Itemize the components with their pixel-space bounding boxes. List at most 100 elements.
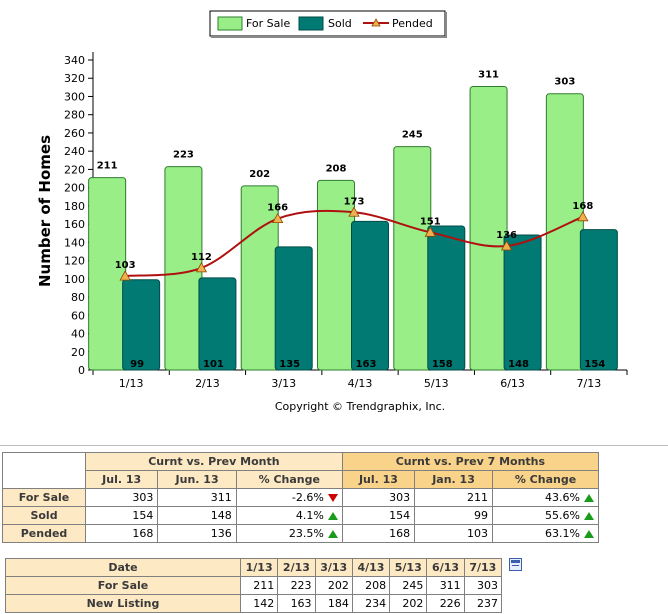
cell-jan: 211: [414, 488, 493, 507]
legend-box: [209, 10, 446, 37]
sold-value-label: 163: [356, 359, 377, 370]
group-header-prev-month: Curnt vs. Prev Month: [85, 452, 343, 471]
history-cell: 226: [426, 594, 465, 613]
pended-value-label: 166: [267, 203, 288, 214]
for-sale-value-label: 303: [554, 77, 575, 88]
comparison-row: For Sale 303 311 -2.6% 303 211 43.6%: [2, 488, 600, 507]
legend-label-for-sale: For Sale: [246, 17, 290, 30]
x-tick-label: 1/13: [119, 377, 144, 390]
y-tick-label: 120: [64, 255, 85, 268]
cell-jul: 303: [84, 488, 159, 507]
sold-value-label: 101: [203, 359, 224, 370]
x-tick-label: 2/13: [195, 377, 220, 390]
history-cell: 208: [351, 576, 391, 595]
cell-change-7-text: 43.6%: [545, 491, 580, 504]
for-sale-bar: [469, 85, 508, 371]
cell-change-7-text: 63.1%: [545, 527, 580, 540]
sold-bar: [198, 277, 237, 371]
for-sale-bar: [164, 166, 203, 371]
cell-jul-2-text: 154: [389, 509, 411, 522]
y-tick-label: 200: [64, 182, 85, 195]
arrow-up-icon: [584, 512, 594, 520]
x-tick-label: 4/13: [348, 377, 373, 390]
y-tick-label: 20: [71, 346, 85, 359]
cell-change-month-text: 23.5%: [288, 527, 324, 540]
x-tick-label: 7/13: [577, 377, 602, 390]
cell-jul-2: 154: [341, 506, 416, 525]
cell-jul: 154: [84, 506, 159, 525]
row-label-text: Sold: [30, 509, 58, 522]
copyright-text: Copyright © Trendgraphix, Inc.: [275, 400, 445, 413]
y-tick-label: 180: [64, 200, 85, 213]
for-sale-value-label: 311: [478, 69, 499, 80]
pended-marker: [119, 270, 131, 281]
sold-bar: [351, 220, 389, 371]
history-row: New Listing 142 163 184 234 202 226 237: [5, 594, 503, 613]
pended-line: [119, 206, 589, 281]
cell-jul-2: 168: [341, 524, 416, 543]
cell-change-month: -2.6%: [235, 488, 343, 507]
history-cell: 234: [351, 594, 391, 613]
pended-value-label: 151: [420, 216, 441, 227]
sold-value-label: 148: [508, 359, 529, 370]
cell-jul: 168: [84, 524, 159, 543]
row-label-text: For Sale: [18, 491, 70, 504]
cell-jun: 148: [157, 506, 237, 525]
table-export-icon[interactable]: [509, 558, 522, 571]
history-row: For Sale 211 223 202 208 245 311 303: [5, 576, 503, 595]
history-cell: 211: [239, 576, 279, 595]
y-tick-label: 100: [64, 273, 85, 286]
y-tick-label: 140: [64, 236, 85, 249]
data-labels: 211 223 202 208 245 311 303 99 101 135 163 158 148 15…: [97, 69, 606, 370]
y-tick-label: 0: [78, 364, 85, 377]
corner-cell: [2, 452, 86, 489]
y-tick-label: 260: [64, 127, 85, 140]
pended-marker: [577, 211, 589, 222]
cell-jan-text: 103: [466, 527, 488, 540]
legend-label-pended: Pended: [392, 17, 433, 30]
history-cell: 223: [277, 576, 316, 595]
cell-jul-text: 154: [132, 509, 154, 522]
legend-marker-pended: [371, 18, 381, 27]
arrow-up-icon: [327, 512, 338, 520]
y-axis-label: Number of Homes: [36, 135, 54, 287]
y-tick-label: 160: [64, 218, 85, 231]
row-label: Sold: [2, 506, 86, 525]
sold-bar: [122, 279, 161, 371]
group-header-prev-7: Curnt vs. Prev 7 Months: [341, 452, 600, 471]
cell-jan-text: 211: [466, 491, 488, 504]
history-cell: 163: [277, 594, 316, 613]
col-header-jan: Jan. 13: [414, 470, 493, 489]
sold-value-label: 135: [279, 359, 300, 370]
pended-value-label: 136: [496, 230, 517, 241]
date-column-header: 2/13: [277, 558, 316, 577]
y-tick-label: 40: [71, 328, 85, 341]
x-tick-label: 6/13: [500, 377, 525, 390]
cell-jan: 103: [414, 524, 493, 543]
history-cell: 142: [239, 594, 279, 613]
sold-bar: [427, 225, 466, 371]
divider: [0, 445, 668, 446]
cell-jun-text: 148: [210, 509, 232, 522]
legend-swatch-for-sale: [217, 16, 243, 31]
cell-change-7-text: 55.6%: [545, 509, 580, 522]
pended-marker: [424, 226, 436, 237]
date-column-header: 7/13: [463, 558, 503, 577]
cell-jun-text: 136: [210, 527, 232, 540]
history-cell: 184: [314, 594, 353, 613]
sold-value-label: 158: [432, 359, 453, 370]
date-column-header: 6/13: [426, 558, 465, 577]
cell-jan-text: 99: [473, 509, 488, 522]
legend-label-sold: Sold: [328, 17, 352, 30]
pended-marker: [348, 206, 360, 217]
pended-value-label: 112: [191, 252, 212, 263]
sold-bar: [274, 246, 313, 371]
comparison-row: Sold 154 148 4.1% 154 99 55.6%: [2, 506, 600, 525]
pended-value-label: 173: [344, 196, 365, 207]
date-column-header: 4/13: [351, 558, 391, 577]
for-sale-value-label: 208: [326, 163, 347, 174]
arrow-down-icon: [327, 494, 338, 502]
col-header-jun: Jun. 13: [157, 470, 237, 489]
row-label-text: Pended: [20, 527, 68, 540]
date-column-header: 1/13: [239, 558, 279, 577]
